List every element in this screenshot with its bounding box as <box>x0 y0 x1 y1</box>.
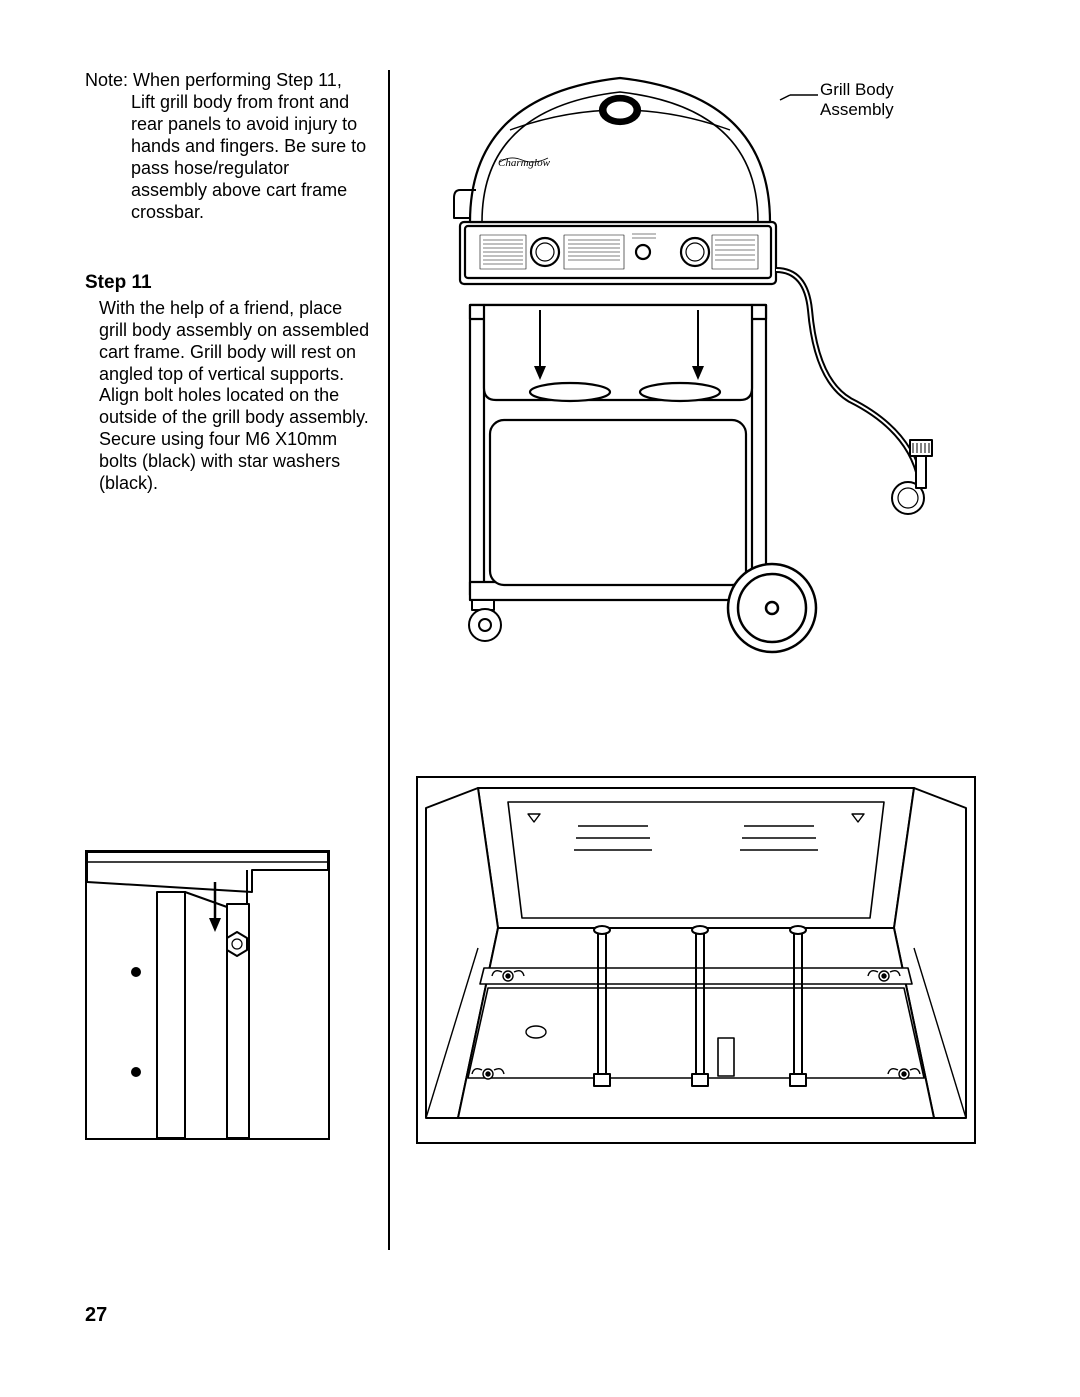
note-block: Note: When performing Step 11, Lift gril… <box>85 70 370 224</box>
note-body: Lift grill body from front and rear pane… <box>85 92 370 224</box>
note-label: Note: <box>85 70 128 90</box>
note-first-line: When performing Step 11, <box>133 70 342 90</box>
step-heading: Step 11 <box>85 272 370 294</box>
grill-diagram: Charmglow <box>410 70 1010 660</box>
manual-page: Note: When performing Step 11, Lift gril… <box>0 0 1080 1397</box>
bolt-detail-diagram <box>85 850 330 1140</box>
underside-detail-diagram <box>416 776 976 1144</box>
column-divider <box>388 70 390 1250</box>
page-number: 27 <box>85 1304 107 1327</box>
svg-text:Charmglow: Charmglow <box>498 157 551 169</box>
left-column: Note: When performing Step 11, Lift gril… <box>85 70 370 495</box>
step-body: With the help of a friend, place grill b… <box>85 298 370 496</box>
